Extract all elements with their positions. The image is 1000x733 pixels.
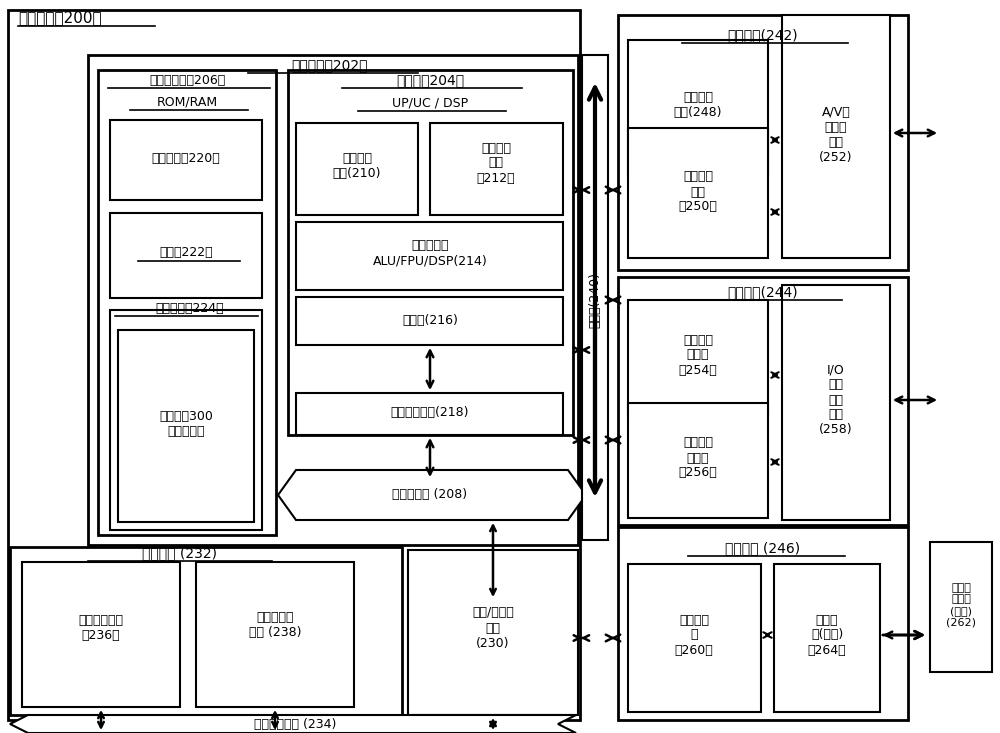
Text: 图像处理
单元(248): 图像处理 单元(248) [674,91,722,119]
Bar [618,277,908,525]
Text: ROM/RAM: ROM/RAM [156,95,218,108]
Text: 不可移除储
存器 (238): 不可移除储 存器 (238) [249,611,301,639]
Text: A/V端
口（多
个）
(252): A/V端 口（多 个） (252) [819,106,853,164]
Bar [618,527,908,720]
Bar [618,15,908,270]
Text: 总线/接口控
制器
(230): 总线/接口控 制器 (230) [472,606,514,649]
Text: 可移除储存器
（236）: 可移除储存器 （236） [78,614,124,642]
Bar [628,40,768,175]
Bar [196,562,354,707]
Text: 通信端
口(多个)
（264）: 通信端 口(多个) （264） [808,614,846,657]
Bar [110,310,262,530]
Text: 通信设备 (246): 通信设备 (246) [725,541,801,555]
Bar [296,393,563,435]
Text: 外围接口(244): 外围接口(244) [728,285,798,299]
Text: 处理器（204）: 处理器（204） [396,73,464,87]
Text: 系统存储器（206）: 系统存储器（206） [149,73,225,86]
Text: 存储器控制器(218): 存储器控制器(218) [391,407,469,419]
Text: 基本配置（202）: 基本配置（202） [292,58,368,72]
Bar [10,547,402,715]
Bar [408,550,578,715]
Text: 音频处理
单元
（250）: 音频处理 单元 （250） [679,171,717,213]
Bar [782,15,890,258]
Bar [930,542,992,672]
Bar [628,564,761,712]
Bar [118,330,254,522]
Bar [296,222,563,290]
Text: 输出设备(242): 输出设备(242) [728,28,798,42]
Text: 操作系统（220）: 操作系统（220） [152,152,220,164]
Text: 储存接口总线 (234): 储存接口总线 (234) [254,718,336,731]
Text: 串行接口
控制器
（254）: 串行接口 控制器 （254） [679,334,717,377]
Text: 计算设备（200）: 计算设备（200） [18,10,102,26]
Text: 应用（222）: 应用（222） [159,246,213,259]
Polygon shape [278,470,586,520]
Text: 处理器核心
ALU/FPU/DSP(214): 处理器核心 ALU/FPU/DSP(214) [373,239,487,267]
Bar [628,403,768,518]
Text: 网络控制
器
（260）: 网络控制 器 （260） [675,614,713,657]
Text: UP/UC / DSP: UP/UC / DSP [392,97,468,109]
Bar [782,285,890,520]
Bar [582,55,608,540]
Text: I/O
端口
（多
个）
(258): I/O 端口 （多 个） (258) [819,364,853,436]
Bar [296,297,563,345]
Bar [430,123,563,215]
Bar [774,564,880,712]
Text: 执行方法300
的程序指令: 执行方法300 的程序指令 [159,410,213,438]
Text: 并行接口
控制器
（256）: 并行接口 控制器 （256） [679,436,717,479]
Text: 储存设备 (232): 储存设备 (232) [143,546,218,560]
Text: 二级高速
缓存
（212）: 二级高速 缓存 （212） [477,141,515,185]
Text: 其他计
算设备
(多个)
(262): 其他计 算设备 (多个) (262) [946,583,976,627]
Bar [98,70,276,535]
Text: 程序数据（224）: 程序数据（224） [155,301,224,314]
Text: 一级高速
缓存(210): 一级高速 缓存(210) [333,152,381,180]
Bar [110,213,262,298]
Bar [22,562,180,707]
Bar [628,128,768,258]
Bar [110,120,262,200]
Text: 口总线(240): 口总线(240) [588,272,602,328]
Text: 存储器总线 (208): 存储器总线 (208) [392,488,468,501]
Bar [88,55,578,545]
Bar [628,300,768,415]
Bar [296,123,418,215]
Polygon shape [10,715,576,733]
Bar [288,70,573,435]
Bar [8,10,580,720]
Text: 寄存器(216): 寄存器(216) [402,314,458,326]
